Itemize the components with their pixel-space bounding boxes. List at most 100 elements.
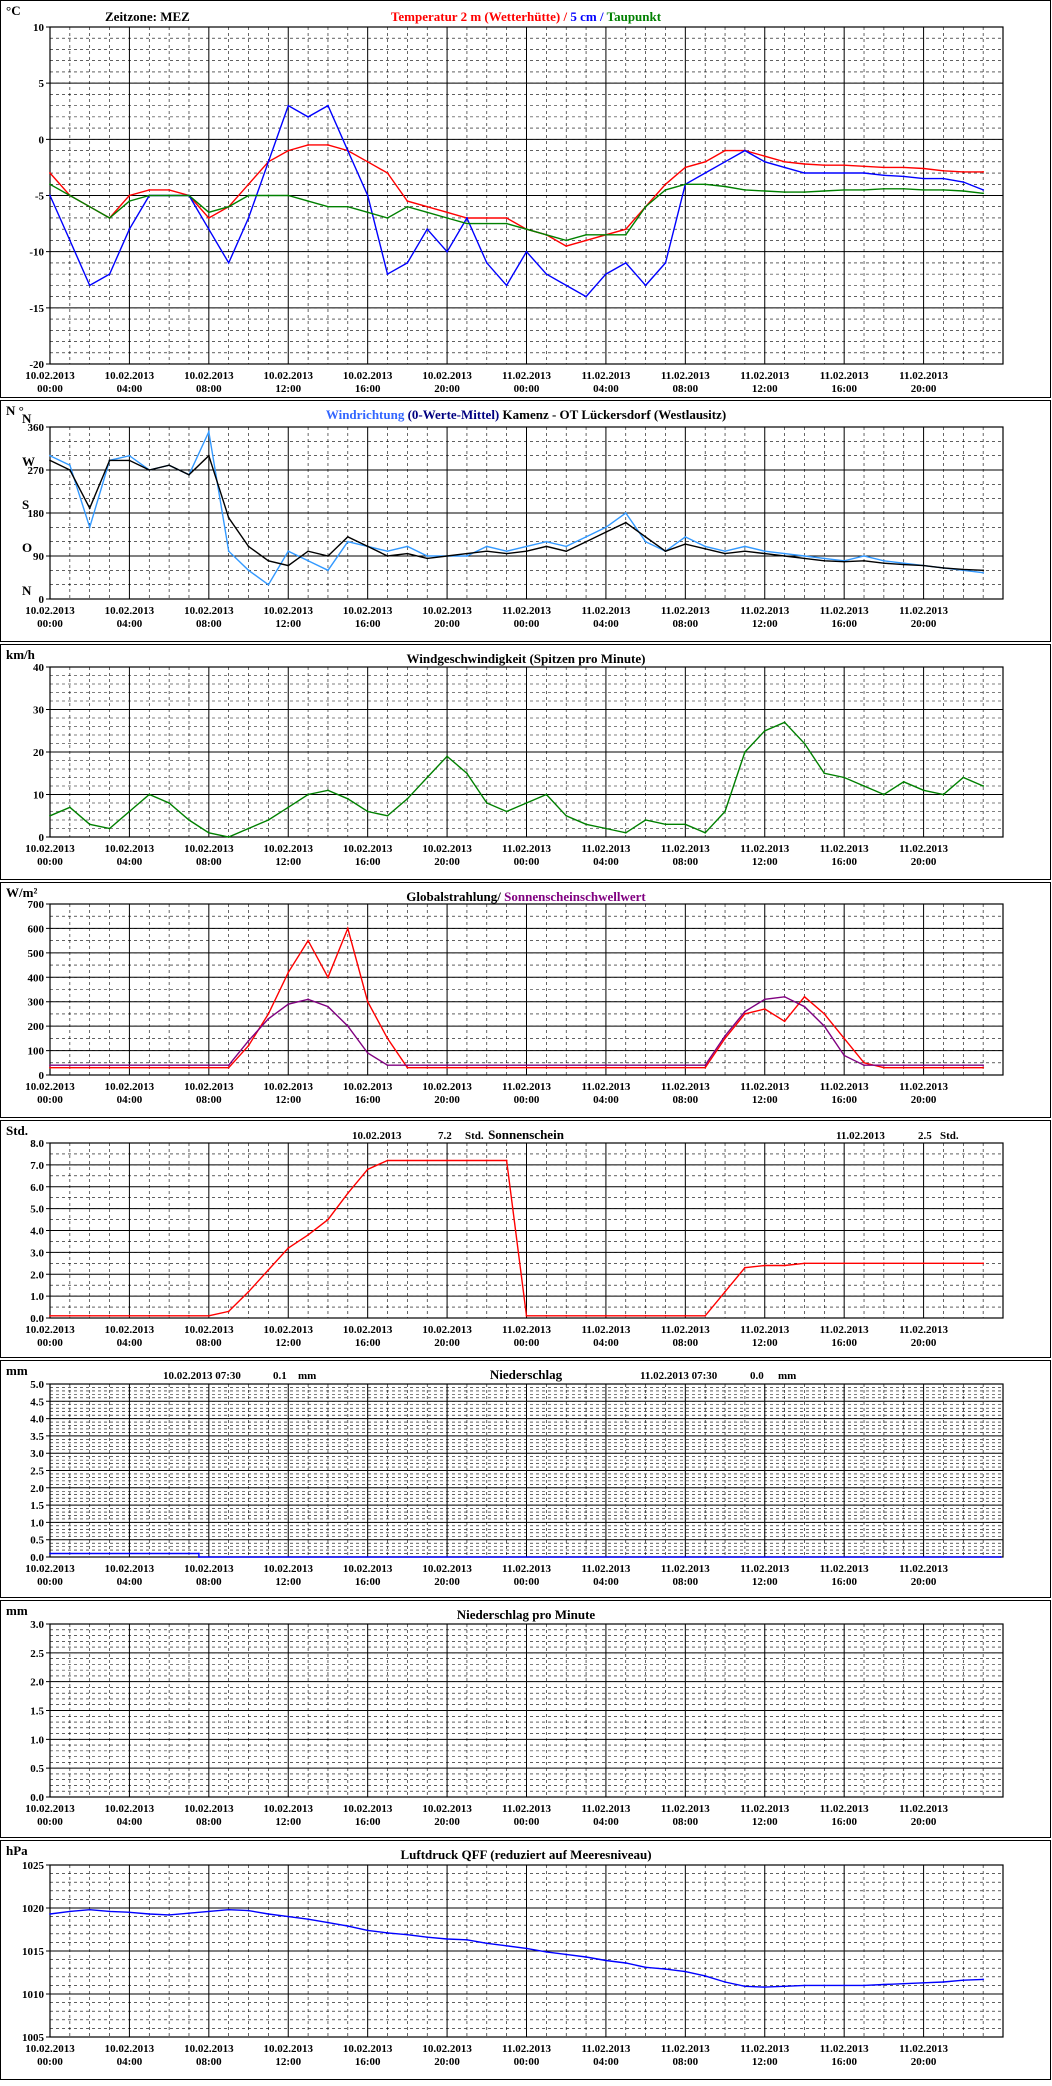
x-tick-date: 10.02.2013	[184, 1563, 234, 1575]
data-point	[743, 1013, 746, 1015]
data-point	[724, 1981, 726, 1983]
data-point	[168, 188, 171, 191]
x-tick-date: 10.02.2013	[105, 2043, 155, 2055]
x-tick-time: 04:00	[117, 2056, 143, 2068]
x-tick-time: 04:00	[593, 2056, 619, 2068]
data-point	[227, 516, 230, 519]
title-part: Niederschlag pro Minute	[457, 1607, 596, 1622]
data-point	[307, 550, 310, 553]
data-point	[843, 188, 846, 191]
data-point	[386, 172, 389, 174]
data-point	[565, 239, 568, 242]
y-tick-label: 0	[39, 1070, 45, 1082]
x-tick-time: 08:00	[672, 618, 698, 630]
x-tick-time: 08:00	[196, 1337, 222, 1349]
y-tick-label: 10	[33, 790, 45, 802]
x-tick-date: 10.02.2013	[184, 2043, 234, 2055]
summary-value: 0.1	[273, 1370, 287, 1382]
x-tick-date: 10.02.2013	[422, 605, 472, 617]
summary-unit: mm	[298, 1370, 316, 1382]
x-tick-date: 11.02.2013	[661, 1324, 710, 1336]
data-point	[346, 540, 349, 543]
data-point	[644, 284, 647, 287]
y-tick-label: 270	[28, 465, 45, 477]
data-point	[49, 1066, 51, 1069]
x-tick-time: 16:00	[355, 2056, 381, 2068]
data-point	[1000, 1556, 1002, 1558]
x-tick-date: 10.02.2013	[105, 1081, 155, 1093]
x-tick-time: 16:00	[831, 383, 857, 395]
data-point	[49, 1913, 51, 1915]
title-part: Luftdruck QFF (reduziert auf Meeresnivea…	[400, 1847, 651, 1862]
data-point	[168, 1064, 171, 1067]
data-point	[386, 1037, 389, 1040]
chart-title: Temperatur 2 m (Wetterhütte) / 5 cm / Ta…	[391, 9, 662, 24]
data-point	[505, 1159, 508, 1162]
data-point	[108, 1066, 111, 1069]
data-point	[446, 1066, 448, 1069]
y-tick-label: 30	[33, 705, 45, 717]
data-point	[525, 1064, 528, 1067]
data-point	[962, 1262, 965, 1265]
x-tick-time: 04:00	[117, 1816, 143, 1828]
data-point	[128, 1314, 131, 1317]
data-point	[724, 1035, 726, 1037]
x-tick-date: 10.02.2013	[264, 843, 314, 855]
data-point	[227, 262, 230, 264]
data-point	[783, 1020, 786, 1023]
data-point	[68, 1910, 71, 1913]
data-point	[88, 823, 91, 826]
y-tick-label: 0	[39, 832, 45, 844]
data-point	[287, 194, 290, 197]
data-point	[207, 228, 210, 231]
data-point	[446, 755, 448, 758]
x-tick-time: 16:00	[355, 1816, 381, 1828]
x-tick-date: 10.02.2013	[343, 843, 393, 855]
panel-frame	[0, 0, 1051, 398]
x-tick-time: 20:00	[911, 1576, 937, 1588]
data-point	[942, 169, 945, 172]
x-tick-time: 20:00	[434, 383, 460, 395]
data-point	[843, 560, 846, 563]
data-point	[565, 550, 568, 553]
y-tick-label: 0.5	[30, 1763, 44, 1775]
data-point	[585, 239, 587, 242]
data-point	[863, 1064, 865, 1067]
data-point	[803, 163, 806, 165]
data-point	[982, 171, 985, 173]
data-point	[287, 806, 290, 809]
data-point	[823, 1013, 826, 1015]
data-point	[207, 1314, 210, 1317]
data-point	[843, 776, 846, 779]
summary-value: 0.0	[750, 1370, 764, 1382]
data-point	[287, 104, 290, 107]
data-point	[565, 1066, 568, 1069]
data-point	[168, 1314, 171, 1317]
data-point	[922, 1262, 925, 1265]
x-tick-date: 11.02.2013	[740, 1081, 789, 1093]
x-tick-time: 00:00	[514, 1816, 540, 1828]
data-point	[386, 1064, 389, 1067]
data-point	[148, 1066, 151, 1069]
data-point	[68, 1314, 71, 1317]
y-tick-label: 1005	[22, 2032, 45, 2044]
y-tick-label: 1025	[22, 1860, 45, 1872]
data-point	[803, 555, 806, 557]
data-point	[505, 1066, 508, 1069]
data-point	[386, 273, 389, 276]
data-point	[327, 1218, 329, 1221]
data-point	[327, 1921, 329, 1924]
data-point	[346, 1925, 349, 1927]
title-part: Sonnenscheinschwellwert	[504, 889, 646, 904]
title-part: Taupunkt	[607, 9, 662, 24]
x-tick-date: 10.02.2013	[184, 843, 234, 855]
chart-panel-3: 40302010010.02.201300:0010.02.201304:001…	[0, 644, 1051, 880]
x-tick-time: 16:00	[831, 618, 857, 630]
summary-date: 10.02.2013 07:30	[163, 1370, 241, 1382]
data-point	[982, 192, 985, 195]
series-line-1	[49, 144, 984, 247]
data-point	[88, 507, 91, 510]
data-point	[307, 793, 310, 796]
data-point	[743, 149, 746, 152]
